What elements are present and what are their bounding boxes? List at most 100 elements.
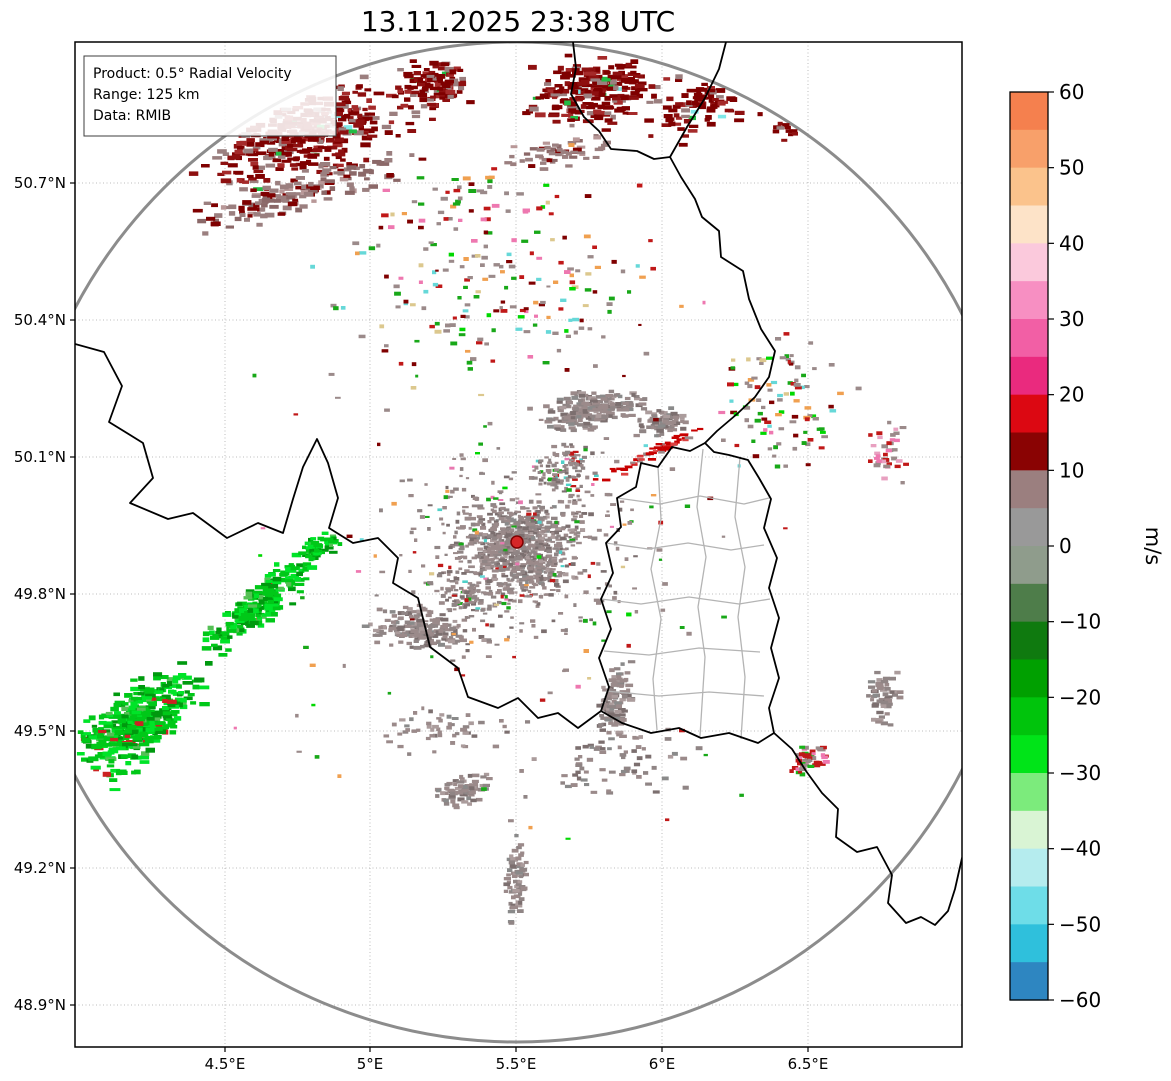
echo-bin [560,528,566,531]
echo-bin [328,372,335,376]
echo-bin [444,591,448,595]
echo-bin [409,645,414,649]
echo-bin [616,733,623,737]
echo-bin [560,298,567,302]
echo-bin [611,681,618,685]
echo-bin [437,66,445,71]
echo-bin [462,629,468,633]
echo-bin [548,408,554,412]
echo-bin [526,512,532,516]
echo-bin [279,184,289,190]
echo-bin [801,373,806,378]
echo-bin [541,476,546,480]
echo-bin [633,458,639,462]
echo-bin [807,758,812,763]
echo-bin [348,129,357,134]
echo-bin [117,736,124,740]
echo-bin [479,558,484,563]
echo-bin [508,562,514,567]
echo-bin [575,469,579,473]
echo-bin [358,125,364,131]
echo-bin [553,105,563,110]
echo-bin [267,599,274,605]
echo-bin [461,487,467,492]
echo-bin [336,102,346,107]
echo-bin [528,561,535,566]
echo-bin [220,639,230,644]
echo-bin [559,405,567,410]
echo-bin [235,171,243,175]
echo-bin [601,128,611,132]
echo-bin [643,771,649,775]
echo-bin [264,212,275,218]
echo-bin [507,541,512,545]
echo-bin [338,84,345,88]
echo-bin [652,420,660,425]
echo-bin [517,909,524,913]
echo-bin [548,212,554,216]
echo-bin [785,357,791,362]
echo-bin [528,164,536,168]
echo-bin [575,487,580,490]
echo-bin [816,760,822,765]
echo-bin [556,144,562,149]
echo-bin [450,341,458,346]
echo-bin [663,114,673,119]
echo-bin [884,695,893,699]
echo-bin [234,612,242,618]
echo-bin [760,431,767,435]
echo-bin [468,594,473,599]
echo-bin [683,119,691,124]
echo-bin [493,263,500,267]
echo-bin [574,110,583,115]
echo-bin [475,290,481,294]
echo-bin [453,541,460,546]
colorbar-tick-label: −30 [1059,761,1101,785]
echo-bin [544,530,550,533]
echo-bin [536,206,543,211]
echo-bin [530,536,536,540]
echo-bin [482,555,488,560]
echo-bin [312,546,318,551]
echo-bin [519,622,525,625]
echo-bin [243,596,253,600]
colorbar-band [1010,886,1048,925]
echo-bin [429,641,437,646]
echo-bin [519,875,524,879]
echo-bin [507,868,513,873]
echo-bin [554,426,561,430]
echo-bin [527,552,531,556]
colorbar-band [1010,281,1048,320]
echo-bin [472,586,477,591]
echo-bin [504,610,510,613]
echo-bin [554,84,563,88]
echo-bin [182,681,194,685]
echo-bin [394,621,400,625]
echo-bin [773,445,778,450]
echo-bin [639,398,645,402]
echo-bin [601,722,607,727]
echo-bin [503,508,510,512]
echo-bin [400,103,409,108]
echo-bin [255,142,261,147]
echo-bin [324,181,335,185]
echo-bin [448,596,452,599]
echo-bin [553,579,559,583]
echo-bin [432,750,437,754]
echo-bin [547,576,552,580]
echo-bin [236,632,243,636]
echo-bin [546,158,553,163]
echo-bin [411,200,418,204]
echo-bin [627,693,632,698]
echo-bin [197,218,207,224]
echo-bin [499,568,506,572]
echo-bin [292,137,302,142]
echo-bin [134,721,144,726]
echo-bin [572,557,578,560]
echo-bin [413,645,422,650]
echo-bin [788,133,794,137]
echo-bin [436,631,443,636]
echo-bin [398,640,404,644]
echo-bin [350,111,360,116]
echo-bin [548,113,559,118]
